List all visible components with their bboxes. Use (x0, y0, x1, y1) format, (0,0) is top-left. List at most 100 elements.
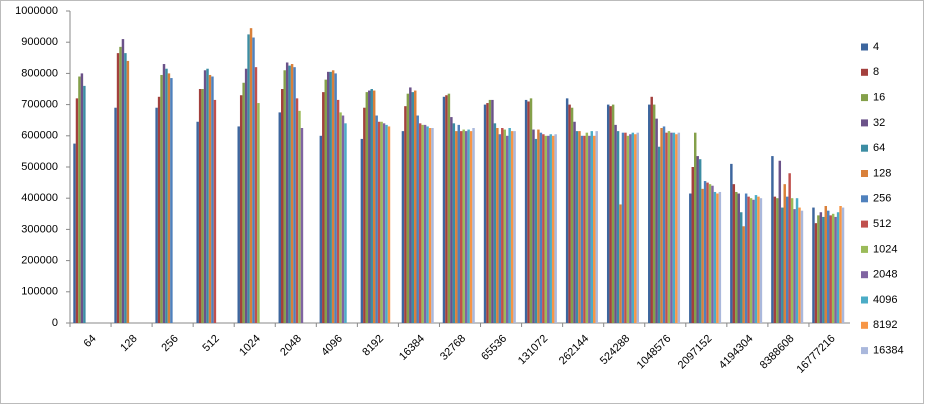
bar (404, 106, 407, 323)
bar (588, 135, 591, 323)
bar (334, 73, 337, 324)
y-tick-label: 200000 (21, 255, 58, 267)
bar (716, 193, 719, 323)
bar (409, 87, 412, 323)
bar (114, 107, 117, 323)
bar (631, 132, 635, 323)
bar (665, 132, 668, 323)
bar (529, 98, 533, 323)
bar (524, 99, 528, 323)
bar (575, 131, 579, 323)
bar (281, 89, 284, 323)
bar (590, 131, 594, 323)
bar (385, 124, 388, 323)
bar (445, 95, 448, 324)
bar (416, 115, 419, 324)
bar (573, 121, 576, 323)
bar (116, 53, 120, 324)
bar (648, 104, 651, 323)
bar (370, 89, 373, 323)
bar (483, 104, 487, 323)
bar (771, 156, 774, 323)
bar (662, 126, 666, 323)
bar (739, 212, 743, 323)
legend-label: 16 (873, 92, 885, 104)
bar (547, 135, 550, 323)
bar (839, 206, 842, 323)
bar (455, 131, 458, 323)
legend-label: 8192 (873, 319, 897, 331)
bar (206, 68, 209, 323)
bar (211, 76, 214, 324)
legend-label: 128 (873, 167, 891, 179)
bar (341, 115, 345, 324)
bar (672, 132, 676, 323)
bar (783, 184, 786, 323)
bar (254, 67, 258, 323)
bar (660, 128, 663, 323)
bar (578, 131, 581, 323)
legend-swatch (861, 68, 868, 76)
bar (244, 68, 248, 323)
bar (421, 124, 424, 323)
bar (527, 101, 530, 323)
legend-swatch (861, 119, 868, 127)
bar (667, 131, 671, 323)
bar (324, 79, 327, 323)
bar (360, 138, 364, 323)
bar (377, 121, 381, 323)
bar (735, 191, 738, 323)
bar (486, 103, 489, 323)
bar (650, 96, 653, 323)
bar (237, 126, 240, 323)
bar (583, 135, 586, 323)
legend-swatch (861, 321, 868, 329)
bar (691, 167, 694, 323)
bar (288, 65, 291, 323)
bar (742, 226, 745, 323)
bar (624, 132, 627, 323)
bar (505, 135, 509, 323)
bar (452, 123, 456, 323)
bar (795, 198, 799, 323)
bar (368, 90, 371, 323)
legend-swatch (861, 220, 868, 228)
bar (365, 92, 369, 324)
bar (293, 67, 296, 323)
bar (757, 196, 760, 323)
bar (822, 216, 825, 323)
bar (689, 193, 692, 323)
bar (593, 135, 596, 323)
bar (759, 198, 763, 323)
bar (732, 184, 736, 323)
bar (491, 99, 494, 323)
bar (829, 215, 832, 323)
bar (776, 198, 779, 323)
bar (380, 121, 383, 323)
bar (817, 215, 820, 323)
bar (819, 212, 823, 323)
bar (675, 134, 678, 323)
bar (431, 128, 434, 323)
bar (619, 204, 622, 323)
legend-label: 2048 (873, 269, 897, 281)
bar (78, 76, 81, 324)
bar (322, 92, 325, 324)
bar (565, 98, 569, 323)
bar (539, 132, 543, 323)
bar (696, 156, 699, 323)
bar (167, 73, 171, 324)
bar (80, 73, 84, 324)
bar (570, 107, 574, 323)
bar (778, 160, 782, 323)
bar (450, 117, 453, 323)
legend-swatch (861, 43, 868, 51)
bar (549, 134, 552, 323)
bar (162, 64, 166, 323)
bar (442, 96, 446, 323)
legend-label: 4 (873, 41, 879, 53)
bar (708, 184, 712, 323)
bar (508, 128, 511, 323)
bar (201, 89, 204, 323)
legend-label: 64 (873, 142, 885, 154)
